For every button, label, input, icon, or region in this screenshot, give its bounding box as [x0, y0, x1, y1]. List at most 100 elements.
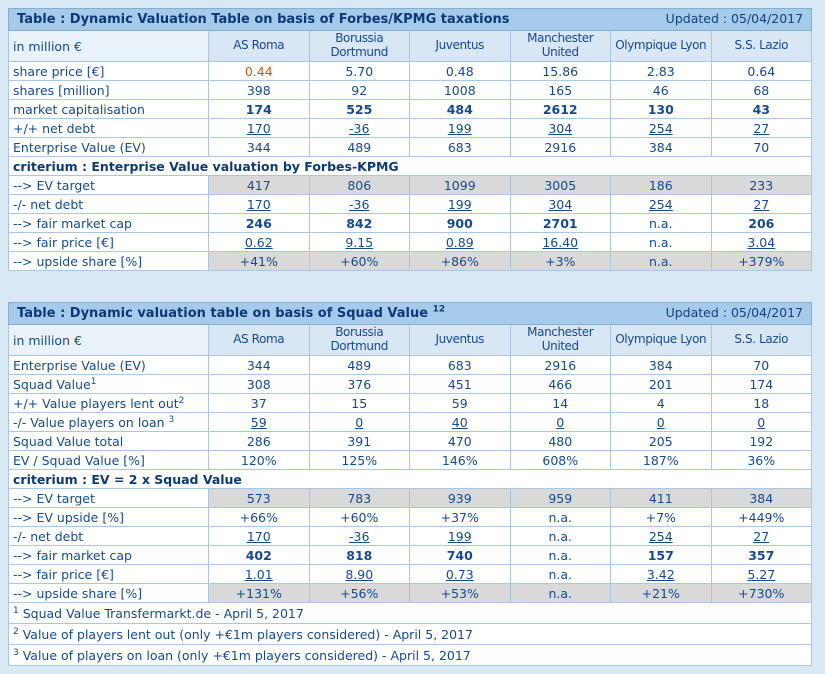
- value-cell: 157: [610, 545, 712, 565]
- table-row: Enterprise Value (EV) 344 489 683 2916 384 70: [8, 355, 813, 375]
- value-cell: 1.01: [208, 564, 310, 584]
- value-cell: 40: [409, 412, 511, 432]
- table-row: --> fair market cap 246 842 900 2701 n.a. 206: [8, 213, 813, 233]
- value-cell: 27: [710, 194, 813, 214]
- value-cell: 391: [308, 431, 410, 451]
- footnote: 1 Squad Value Transfermarkt.de - April 5…: [7, 602, 813, 624]
- row-label: --> fair market cap: [8, 213, 209, 233]
- value-cell: 451: [409, 374, 511, 394]
- unit-label: in million €: [8, 30, 209, 62]
- row-label: --> fair price [€]: [8, 564, 209, 584]
- valuation-tables-container: Updated : 05/04/2017 Table : Dynamic Valu…: [7, 8, 817, 666]
- value-cell: 384: [610, 355, 712, 375]
- value-cell: 192: [710, 431, 813, 451]
- unit-label: in million €: [8, 324, 209, 356]
- value-cell: 489: [308, 355, 410, 375]
- value-cell: 0: [710, 412, 813, 432]
- header-row: in million € AS Roma Borussia Dortmund Juve…: [8, 30, 813, 62]
- value-cell: n.a.: [610, 251, 712, 271]
- value-cell: +66%: [208, 507, 310, 527]
- value-cell: +3%: [509, 251, 611, 271]
- value-cell: +449%: [710, 507, 813, 527]
- value-cell: 683: [409, 355, 511, 375]
- value-cell: 199: [409, 526, 511, 546]
- value-cell: 939: [409, 488, 511, 508]
- value-cell: 130: [610, 99, 712, 119]
- value-cell: 402: [208, 545, 310, 565]
- value-cell: 165: [509, 80, 611, 100]
- value-cell: 59: [208, 412, 310, 432]
- value-cell: 187%: [610, 450, 712, 470]
- column-header: Juventus: [409, 324, 511, 356]
- value-cell: n.a.: [610, 232, 712, 252]
- column-header: S.S. Lazio: [710, 324, 813, 356]
- row-label: --> EV target: [8, 488, 209, 508]
- footnote-row: 2 Value of players lent out (only +€1m p…: [7, 623, 813, 645]
- updated-label: Updated : 05/04/2017: [665, 11, 804, 27]
- row-label: -/- net debt: [8, 194, 209, 214]
- value-cell: 411: [610, 488, 712, 508]
- value-cell: 398: [208, 80, 310, 100]
- value-cell: 246: [208, 213, 310, 233]
- table-row: +/+ net debt 170 -36 199 304 254 27: [8, 118, 813, 138]
- value-cell: 0.64: [710, 61, 813, 81]
- value-cell: +131%: [208, 583, 310, 603]
- value-cell: 683: [409, 137, 511, 157]
- value-cell: 0.62: [208, 232, 310, 252]
- superscript-ref: 1: [13, 605, 19, 616]
- value-cell: 525: [308, 99, 410, 119]
- value-cell: 959: [509, 488, 611, 508]
- value-cell: +60%: [308, 507, 410, 527]
- column-header: Olympique Lyon: [610, 30, 712, 62]
- table-row: --> fair price [€] 1.01 8.90 0.73 n.a. 3.42 5.…: [8, 564, 813, 584]
- value-cell: n.a.: [509, 526, 611, 546]
- row-label: Enterprise Value (EV): [8, 355, 209, 375]
- value-cell: 384: [710, 488, 813, 508]
- row-label: --> upside share [%]: [8, 583, 209, 603]
- value-cell: +86%: [409, 251, 511, 271]
- value-cell: 254: [610, 118, 712, 138]
- criterium-row: criterium : EV = 2 x Squad Value: [7, 469, 813, 489]
- value-cell: 233: [710, 175, 813, 195]
- value-cell: 0.73: [409, 564, 511, 584]
- value-cell: 36%: [710, 450, 813, 470]
- value-cell: 201: [610, 374, 712, 394]
- value-cell: 199: [409, 118, 511, 138]
- value-cell: 125%: [308, 450, 410, 470]
- value-cell: 92: [308, 80, 410, 100]
- value-cell: 170: [208, 526, 310, 546]
- row-label: Squad Value1: [8, 374, 209, 394]
- value-cell: 806: [308, 175, 410, 195]
- value-cell: -36: [308, 194, 410, 214]
- value-cell: 254: [610, 194, 712, 214]
- row-label: shares [million]: [8, 80, 209, 100]
- value-cell: 206: [710, 213, 813, 233]
- value-cell: 43: [710, 99, 813, 119]
- value-cell: 0: [308, 412, 410, 432]
- value-cell: 254: [610, 526, 712, 546]
- table-row: Squad Value total 286 391 470 480 205 192: [8, 431, 813, 451]
- value-cell: n.a.: [509, 564, 611, 584]
- table-row: --> EV upside [%] +66% +60% +37% n.a. +7% +449…: [8, 507, 813, 527]
- value-cell: 1099: [409, 175, 511, 195]
- value-cell: 304: [509, 194, 611, 214]
- table-row: +/+ Value players lent out2 37 15 59 14 4 18: [8, 393, 813, 413]
- value-cell: n.a.: [509, 583, 611, 603]
- table-row: -/- net debt 170 -36 199 n.a. 254 27: [8, 526, 813, 546]
- column-header: Borussia Dortmund: [308, 30, 410, 62]
- value-cell: n.a.: [509, 545, 611, 565]
- superscript-ref: 12: [432, 304, 446, 315]
- value-cell: 0: [509, 412, 611, 432]
- value-cell: 466: [509, 374, 611, 394]
- footnote: 2 Value of players lent out (only +€1m p…: [7, 623, 813, 645]
- row-label: EV / Squad Value [%]: [8, 450, 209, 470]
- valuation-table-1: Updated : 05/04/2017 Table : Dynamic Valu…: [7, 8, 813, 271]
- value-cell: 304: [509, 118, 611, 138]
- superscript-ref: 2: [13, 626, 19, 637]
- footnote: 3 Value of players on loan (only +€1m pl…: [7, 644, 813, 666]
- value-cell: 27: [710, 526, 813, 546]
- value-cell: 308: [208, 374, 310, 394]
- superscript-ref: 2: [178, 395, 185, 406]
- header-row: in million € AS Roma Borussia Dortmund Juve…: [8, 324, 813, 356]
- table-title: Table : Dynamic valuation table on basis…: [17, 304, 446, 322]
